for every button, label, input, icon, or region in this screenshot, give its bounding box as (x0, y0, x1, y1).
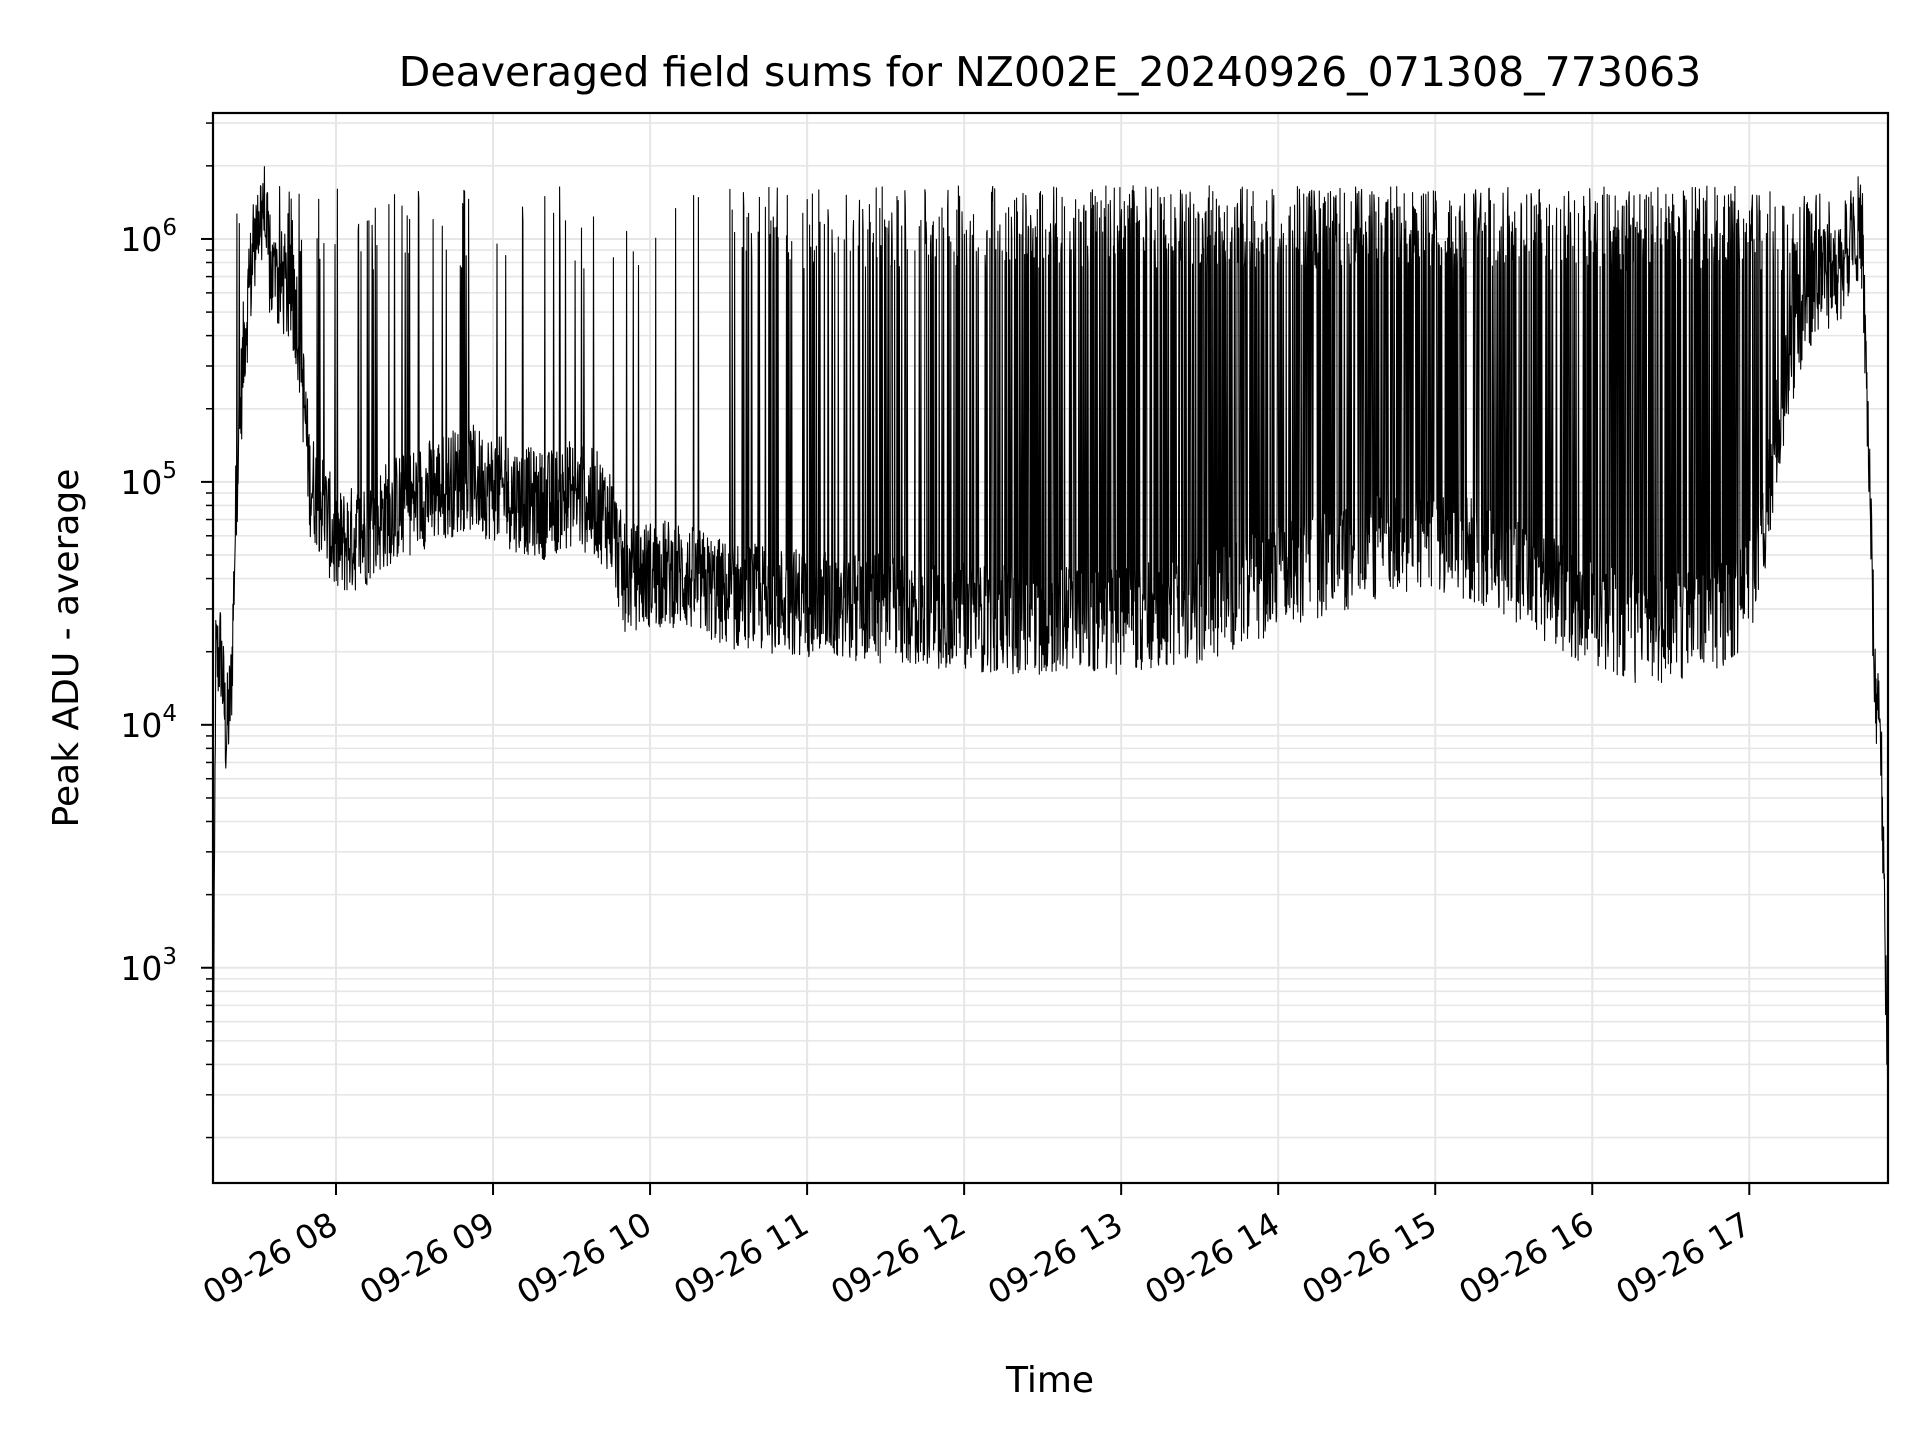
y-tick-base: 10 (120, 220, 162, 259)
y-tick-base: 10 (120, 706, 162, 745)
y-tick-base: 10 (120, 463, 162, 502)
chart-title: Deaveraged field sums for NZ002E_2024092… (399, 48, 1701, 96)
y-tick-exponent: 5 (162, 458, 177, 484)
plot-frame (211, 111, 1890, 1185)
y-tick-base: 10 (120, 949, 162, 988)
y-tick-label: 105 (120, 458, 177, 502)
series-line-group (212, 166, 1889, 1167)
x-axis-label: Time (1005, 1360, 1094, 1401)
y-tick-exponent: 3 (162, 944, 177, 970)
y-tick-label: 104 (120, 701, 177, 745)
y-tick-exponent: 6 (162, 215, 177, 241)
y-axis-label: Peak ADU - average (46, 469, 87, 828)
series-line (212, 166, 1889, 1167)
y-tick-exponent: 4 (162, 701, 177, 727)
y-tick-label: 103 (120, 944, 177, 988)
y-tick-label: 106 (120, 215, 177, 259)
